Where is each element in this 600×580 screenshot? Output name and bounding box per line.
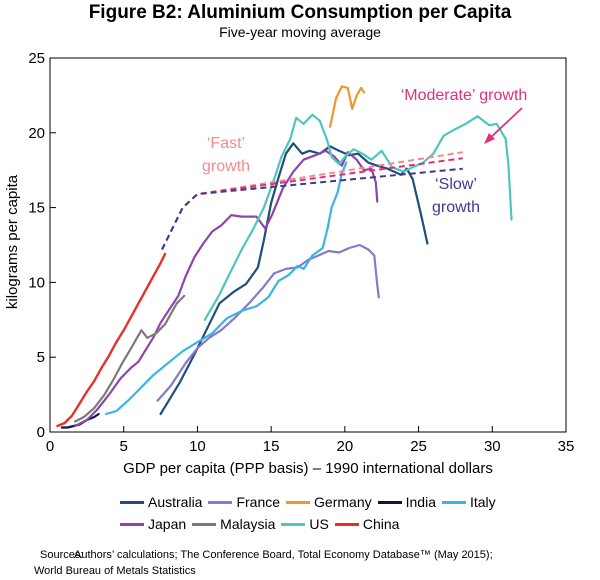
annotation-slow-line1: ‘Slow’ — [435, 176, 477, 193]
sources-label: Sources: — [40, 549, 84, 561]
legend-item-malaysia: Malaysia — [192, 516, 275, 532]
legend-item-italy: Italy — [441, 494, 496, 510]
x-axis-label: GDP per capita (PPP basis) – 1990 intern… — [123, 460, 493, 477]
legend-swatch — [377, 500, 402, 504]
sources-text-1: Authors’ calculations; The Conference Bo… — [74, 549, 493, 561]
chart-title: Figure B2: Aluminium Consumption per Cap… — [88, 2, 512, 23]
legend-swatch — [208, 500, 233, 504]
legend-swatch — [286, 500, 311, 504]
legend-item-india: India — [377, 494, 436, 510]
x-tick-label: 25 — [410, 438, 427, 455]
legend-label: China — [362, 516, 400, 532]
legend-row: Australia France Germany India Italy — [120, 492, 560, 512]
legend-swatch — [441, 500, 466, 504]
legend-swatch — [281, 522, 306, 526]
legend-label: France — [236, 494, 281, 510]
series-line-australia — [159, 142, 429, 416]
series-line-japan — [73, 149, 379, 428]
y-tick-label: 0 — [37, 424, 45, 441]
plot-frame — [49, 57, 567, 433]
legend-label: Malaysia — [220, 516, 276, 532]
projection-line-slow — [161, 167, 463, 250]
legend-item-france: France — [208, 494, 280, 510]
series-line-china — [56, 252, 167, 428]
legend-swatch — [120, 522, 144, 526]
annotation-fast-line1: ‘Fast’ — [207, 135, 245, 152]
annotation-arrow — [487, 107, 523, 141]
chart-subtitle: Five-year moving average — [219, 24, 381, 40]
legend-label: US — [309, 516, 329, 532]
sources-note: Sources:Authors’ calculations; The Confe… — [16, 547, 596, 579]
y-tick-label: 10 — [28, 274, 45, 291]
annotation-slow-line2: growth — [432, 199, 480, 216]
y-tick-label: 25 — [28, 50, 45, 67]
sources-text-2: World Bureau of Metals Statistics — [34, 565, 196, 577]
legend-label: Japan — [148, 516, 187, 532]
legend-swatch — [192, 522, 217, 526]
x-tick-label: 15 — [263, 438, 280, 455]
legend-item-us: US — [281, 516, 329, 532]
x-tick-label: 30 — [484, 438, 501, 455]
legend-row: Japan Malaysia US China — [120, 514, 560, 534]
legend-item-australia: Australia — [120, 494, 202, 510]
legend-label: Italy — [469, 494, 496, 510]
annotation-fast-line2: growth — [202, 158, 250, 175]
y-axis-label: kilograms per capita — [4, 174, 21, 310]
legend-swatch — [334, 522, 359, 526]
x-tick-label: 0 — [46, 438, 54, 455]
sources-line-1: Sources:Authors’ calculations; The Confe… — [16, 547, 596, 563]
y-tick-label: 20 — [28, 125, 45, 142]
x-tick-label: 5 — [120, 438, 128, 455]
series-line-germany — [329, 85, 366, 128]
legend-item-germany: Germany — [286, 494, 372, 510]
legend: Australia France Germany India Italy Japan Ma… — [120, 492, 560, 536]
x-tick-label: 20 — [337, 438, 354, 455]
legend-label: India — [405, 494, 436, 510]
y-tick-label: 15 — [28, 200, 45, 217]
series-line-italy — [104, 161, 348, 416]
y-tick-label: 5 — [37, 349, 45, 366]
annotation-moderate: ‘Moderate’ growth — [401, 87, 528, 104]
x-tick-label: 10 — [189, 438, 206, 455]
legend-label: Australia — [148, 494, 203, 510]
legend-label: Germany — [314, 494, 372, 510]
legend-item-china: China — [334, 516, 400, 532]
annotation-arrowhead — [484, 133, 495, 144]
series-line-malaysia — [73, 294, 186, 423]
legend-swatch — [120, 500, 144, 504]
series-line-france — [156, 243, 380, 402]
x-tick-label: 35 — [558, 438, 575, 455]
legend-item-japan: Japan — [120, 516, 186, 532]
